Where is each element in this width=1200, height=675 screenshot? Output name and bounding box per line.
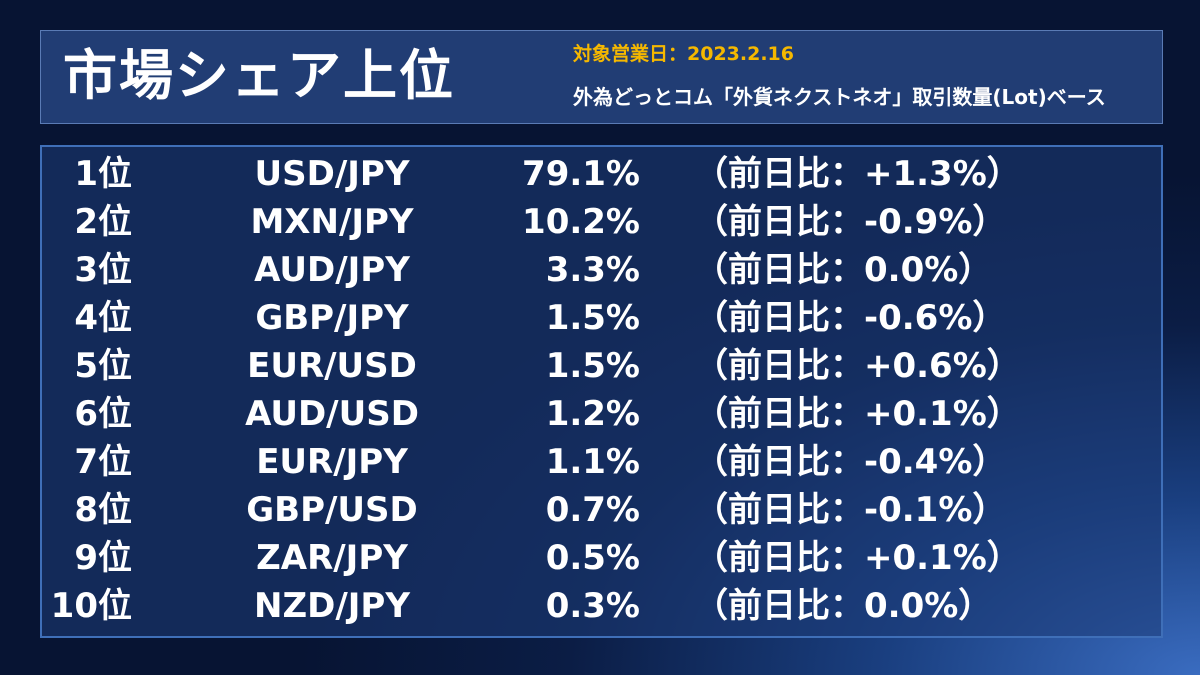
table-row: 5位 EUR/USD 1.5% （前日比：+0.6%） xyxy=(42,342,1161,390)
target-date: 対象営業日：2023.2.16 xyxy=(573,43,794,65)
change-cell: （前日比：+0.6%） xyxy=(694,346,1021,386)
table-row: 10位 NZD/JPY 0.3% （前日比：0.0%） xyxy=(42,582,1161,630)
rank-cell: 6位 xyxy=(74,394,132,434)
share-cell: 1.2% xyxy=(545,394,640,434)
pair-cell: EUR/JPY xyxy=(256,442,408,482)
rank-cell: 9位 xyxy=(74,538,132,578)
pair-cell: MXN/JPY xyxy=(250,202,414,242)
share-cell: 1.1% xyxy=(545,442,640,482)
header-box: 市場シェア上位 対象営業日：2023.2.16 外為どっとコム「外貨ネクストネオ… xyxy=(40,30,1163,124)
change-cell: （前日比：-0.1%） xyxy=(694,490,1007,530)
rank-cell: 4位 xyxy=(74,298,132,338)
share-cell: 0.5% xyxy=(545,538,640,578)
change-cell: （前日比：+0.1%） xyxy=(694,538,1021,578)
change-cell: （前日比：-0.4%） xyxy=(694,442,1007,482)
rank-cell: 3位 xyxy=(74,250,132,290)
rank-cell: 2位 xyxy=(74,202,132,242)
share-cell: 79.1% xyxy=(522,154,640,194)
share-cell: 3.3% xyxy=(545,250,640,290)
table-row: 4位 GBP/JPY 1.5% （前日比：-0.6%） xyxy=(42,294,1161,342)
rank-cell: 8位 xyxy=(74,490,132,530)
page-title: 市場シェア上位 xyxy=(63,44,455,107)
pair-cell: AUD/USD xyxy=(245,394,419,434)
pair-cell: EUR/USD xyxy=(247,346,417,386)
change-cell: （前日比：-0.6%） xyxy=(694,298,1007,338)
change-cell: （前日比：0.0%） xyxy=(694,250,993,290)
ranking-table: 1位 USD/JPY 79.1% （前日比：+1.3%） 2位 MXN/JPY 10.2% （… xyxy=(40,145,1163,638)
data-basis: 外為どっとコム「外貨ネクストネオ」取引数量(Lot)ベース xyxy=(573,85,1106,109)
change-cell: （前日比：-0.9%） xyxy=(694,202,1007,242)
pair-cell: GBP/JPY xyxy=(255,298,409,338)
share-cell: 0.7% xyxy=(545,490,640,530)
change-cell: （前日比：0.0%） xyxy=(694,586,993,626)
share-cell: 1.5% xyxy=(545,346,640,386)
pair-cell: USD/JPY xyxy=(254,154,410,194)
pair-cell: AUD/JPY xyxy=(254,250,410,290)
change-cell: （前日比：+0.1%） xyxy=(694,394,1021,434)
rank-cell: 10位 xyxy=(50,586,132,626)
table-row: 8位 GBP/USD 0.7% （前日比：-0.1%） xyxy=(42,486,1161,534)
table-row: 7位 EUR/JPY 1.1% （前日比：-0.4%） xyxy=(42,438,1161,486)
table-row: 2位 MXN/JPY 10.2% （前日比：-0.9%） xyxy=(42,198,1161,246)
rank-cell: 5位 xyxy=(74,346,132,386)
change-cell: （前日比：+1.3%） xyxy=(694,154,1021,194)
share-cell: 1.5% xyxy=(545,298,640,338)
pair-cell: NZD/JPY xyxy=(254,586,410,626)
table-row: 6位 AUD/USD 1.2% （前日比：+0.1%） xyxy=(42,390,1161,438)
share-cell: 10.2% xyxy=(522,202,640,242)
pair-cell: ZAR/JPY xyxy=(256,538,408,578)
pair-cell: GBP/USD xyxy=(246,490,418,530)
table-row: 3位 AUD/JPY 3.3% （前日比：0.0%） xyxy=(42,246,1161,294)
rank-cell: 7位 xyxy=(74,442,132,482)
table-row: 1位 USD/JPY 79.1% （前日比：+1.3%） xyxy=(42,150,1161,198)
rank-cell: 1位 xyxy=(74,154,132,194)
table-row: 9位 ZAR/JPY 0.5% （前日比：+0.1%） xyxy=(42,534,1161,582)
share-cell: 0.3% xyxy=(545,586,640,626)
